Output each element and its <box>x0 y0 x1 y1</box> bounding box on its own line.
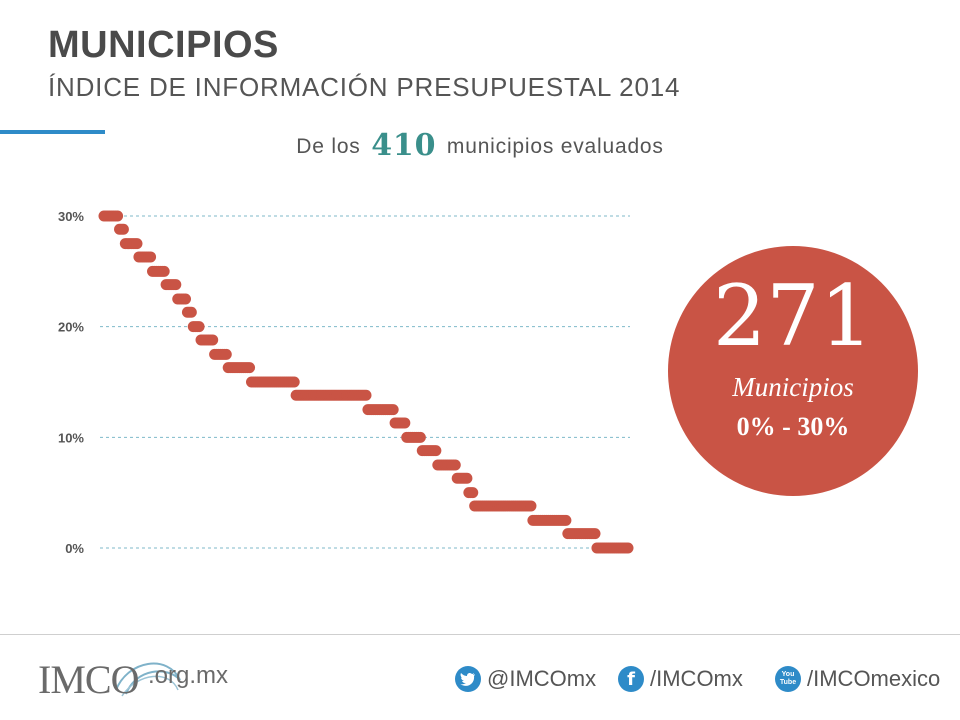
data-point <box>131 238 143 250</box>
data-point <box>449 459 461 471</box>
highlight-range: 0% - 30% <box>736 412 850 441</box>
twitter-link[interactable]: @IMCOmx <box>455 664 596 694</box>
data-point <box>244 362 256 374</box>
y-tick-label: 30% <box>58 209 84 224</box>
data-point <box>430 445 442 457</box>
scatter-chart: 0% 10% 20% 30% <box>58 209 634 556</box>
headline-number: 410 <box>371 128 437 163</box>
data-point <box>207 334 219 346</box>
facebook-handle: /IMCOmx <box>650 666 743 691</box>
data-point <box>288 376 300 388</box>
grid-layer <box>100 215 630 549</box>
data-point <box>117 223 129 235</box>
data-point <box>461 472 473 484</box>
footer-divider <box>0 634 960 635</box>
tick-label-layer: 0% 10% 20% 30% <box>58 209 84 556</box>
data-point <box>193 321 205 333</box>
headline: De los 410 municipios evaluados <box>0 126 960 163</box>
data-point-layer <box>98 210 634 554</box>
y-tick-label: 10% <box>58 430 84 445</box>
y-tick-label: 0% <box>65 541 84 556</box>
data-point <box>170 279 182 291</box>
data-point <box>589 528 601 540</box>
data-point <box>399 417 411 429</box>
youtube-link[interactable]: You Tube /IMCOmexico <box>775 664 940 694</box>
twitter-icon <box>455 666 481 692</box>
data-point <box>360 389 372 401</box>
data-point <box>158 265 170 277</box>
youtube-icon: You Tube <box>775 666 801 692</box>
headline-suffix: municipios evaluados <box>446 135 664 158</box>
youtube-handle: /IMCOmexico <box>807 666 941 691</box>
highlight-circle: 271 Municipios 0% - 30% <box>668 246 918 496</box>
twitter-handle: @IMCOmx <box>487 666 597 691</box>
data-point <box>525 500 537 512</box>
data-point <box>622 542 634 554</box>
data-point <box>414 431 426 443</box>
data-point <box>467 487 479 499</box>
page-subtitle: ÍNDICE DE INFORMACIÓN PRESUPUESTAL 2014 <box>48 72 681 102</box>
headline-prefix: De los <box>296 135 361 158</box>
facebook-icon: f <box>618 666 644 692</box>
data-point <box>560 514 572 526</box>
facebook-link[interactable]: f /IMCOmx <box>618 664 743 694</box>
accent-bar <box>0 130 105 134</box>
data-point <box>387 404 399 416</box>
data-point <box>220 348 232 360</box>
highlight-label: Municipios <box>732 372 854 402</box>
logo-domain: .org.mx <box>148 662 229 689</box>
logo-text: IMCO <box>38 657 139 702</box>
highlight-number: 271 <box>712 267 874 365</box>
data-point <box>185 306 197 318</box>
logo-swoosh-icon <box>115 662 181 697</box>
y-tick-label: 20% <box>58 320 84 335</box>
page-title: MUNICIPIOS <box>48 24 279 66</box>
data-point <box>112 210 124 222</box>
data-point <box>180 293 192 305</box>
imco-logo[interactable]: IMCO .org.mx <box>38 650 238 706</box>
data-point <box>145 251 157 263</box>
